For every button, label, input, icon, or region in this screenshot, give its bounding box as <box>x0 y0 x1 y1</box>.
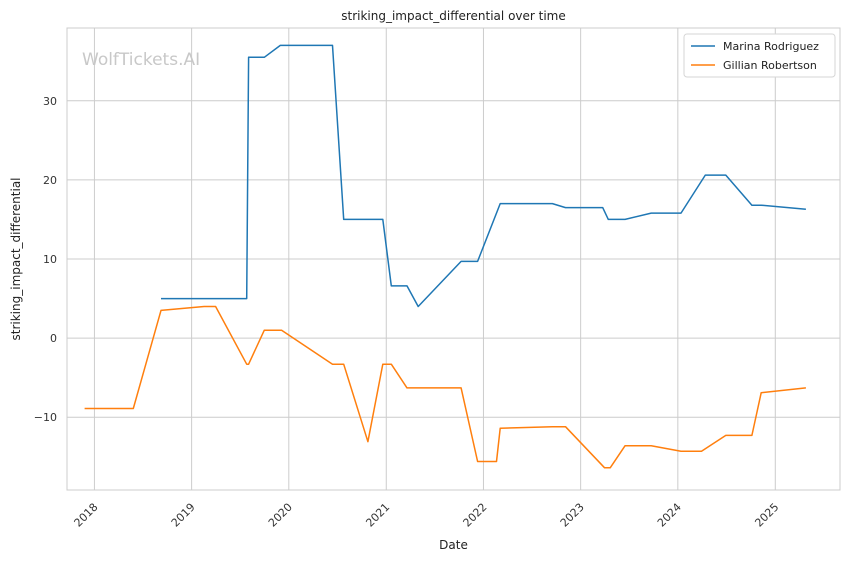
y-tick-label: −10 <box>34 411 57 424</box>
legend-box <box>683 33 836 78</box>
x-tick-label: 2019 <box>169 501 198 530</box>
series-line-marina-rodriguez <box>161 44 806 308</box>
x-axis-label: Date <box>439 538 468 552</box>
legend-label-marina-rodriguez: Marina Rodriguez <box>723 40 819 53</box>
y-tick-label: 0 <box>50 332 57 345</box>
chart-title: striking_impact_differential over time <box>341 9 566 23</box>
grid <box>67 28 840 490</box>
x-tick-label: 2021 <box>363 501 392 530</box>
legend: Marina Rodriguez Gillian Robertson <box>683 33 836 78</box>
watermark: WolfTickets.AI <box>82 50 200 70</box>
x-tick-label: 2024 <box>655 501 684 530</box>
y-tick-label: 10 <box>43 253 57 266</box>
x-tick-label: 2022 <box>461 501 490 530</box>
x-tick-label: 2020 <box>266 501 295 530</box>
legend-label-gillian-robertson: Gillian Robertson <box>723 59 817 72</box>
y-tick-label: 20 <box>43 174 57 187</box>
series-layer <box>84 44 806 469</box>
y-tick-label: 30 <box>43 95 57 108</box>
series-line-gillian-robertson <box>84 305 806 469</box>
x-tick-label: 2023 <box>558 501 587 530</box>
y-axis-label: striking_impact_differential <box>9 177 23 340</box>
x-tick-label: 2018 <box>72 501 101 530</box>
x-tick-label: 2025 <box>752 501 781 530</box>
